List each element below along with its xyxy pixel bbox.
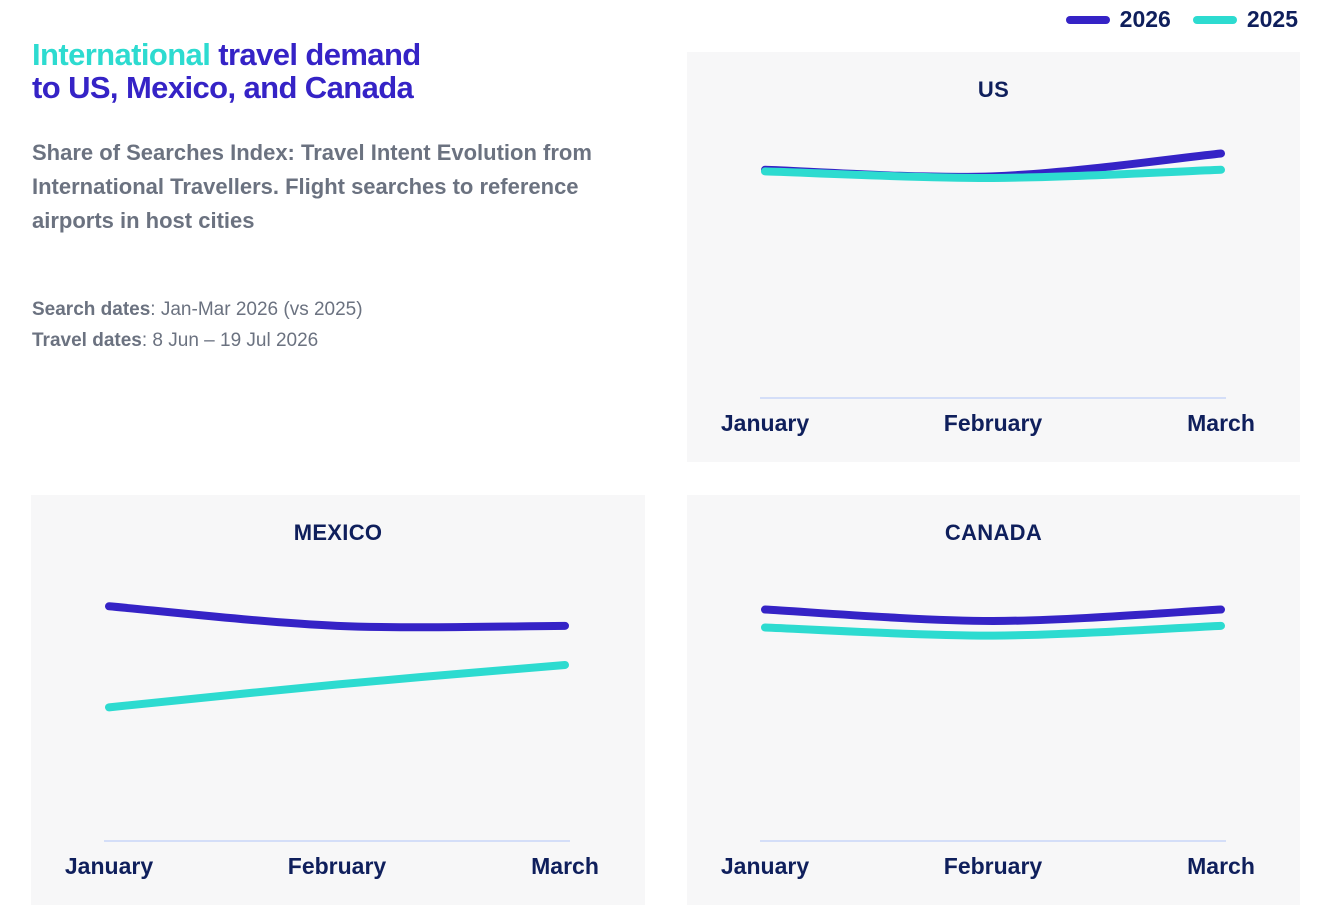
chart-svg-mexico: January February March — [65, 602, 599, 879]
legend-swatch-2025 — [1192, 15, 1237, 24]
chart-title-canada: CANADA — [944, 520, 1043, 545]
travel-dates-value: : 8 Jun – 19 Jul 2026 — [141, 330, 319, 351]
x-tick-label: February — [944, 410, 1043, 436]
x-tick-label: February — [944, 853, 1043, 879]
travel-dates-label: Travel dates — [32, 330, 142, 351]
chart-svg-canada: January February March — [721, 605, 1255, 879]
chart-title-mexico: MEXICO — [293, 520, 383, 545]
travel-dates: Travel dates: 8 Jun – 19 Jul 2026 — [32, 330, 318, 352]
search-dates-value: : Jan-Mar 2026 (vs 2025) — [150, 299, 363, 320]
legend-label-2026: 2026 — [1119, 6, 1171, 32]
legend-item-2026: 2026 — [1065, 6, 1171, 33]
subtitle: Share of Searches Index: Travel Intent E… — [32, 140, 592, 233]
title-line-2: to US, Mexico, and Canada — [32, 70, 414, 105]
x-tick-label: March — [1187, 853, 1255, 879]
series-line-2025-us — [761, 165, 1225, 182]
chart-svg-us: January February March — [721, 149, 1255, 436]
series-line-2025-mexico — [105, 660, 569, 712]
search-dates: Search dates: Jan-Mar 2026 (vs 2025) — [32, 299, 363, 321]
x-tick-label: January — [65, 853, 153, 879]
chart-title-us: US — [977, 77, 1010, 102]
legend-label-2025: 2025 — [1246, 6, 1298, 32]
chart-panel-canada: CANADA January February March — [687, 495, 1300, 905]
x-tick-label: February — [288, 853, 387, 879]
title-highlight: International — [32, 37, 211, 72]
x-tick-label: March — [1187, 410, 1255, 436]
series-line-2025-canada — [761, 621, 1225, 640]
series-line-2026-canada — [761, 605, 1225, 625]
legend-item-2025: 2025 — [1192, 6, 1298, 33]
page-title: International travel demand to US, Mexico… — [32, 38, 421, 104]
search-dates-label: Search dates — [32, 299, 151, 320]
chart-panel-us: US January February March — [687, 52, 1300, 462]
series-line-2026-mexico — [105, 602, 569, 632]
x-tick-label: January — [721, 410, 809, 436]
title-rest: travel demand — [210, 37, 421, 72]
x-tick-label: March — [531, 853, 599, 879]
chart-panel-mexico: MEXICO January February March — [31, 495, 645, 905]
x-tick-label: January — [721, 853, 809, 879]
chart-legend: 2026 2025 — [1044, 6, 1298, 33]
legend-swatch-2026 — [1065, 15, 1110, 24]
